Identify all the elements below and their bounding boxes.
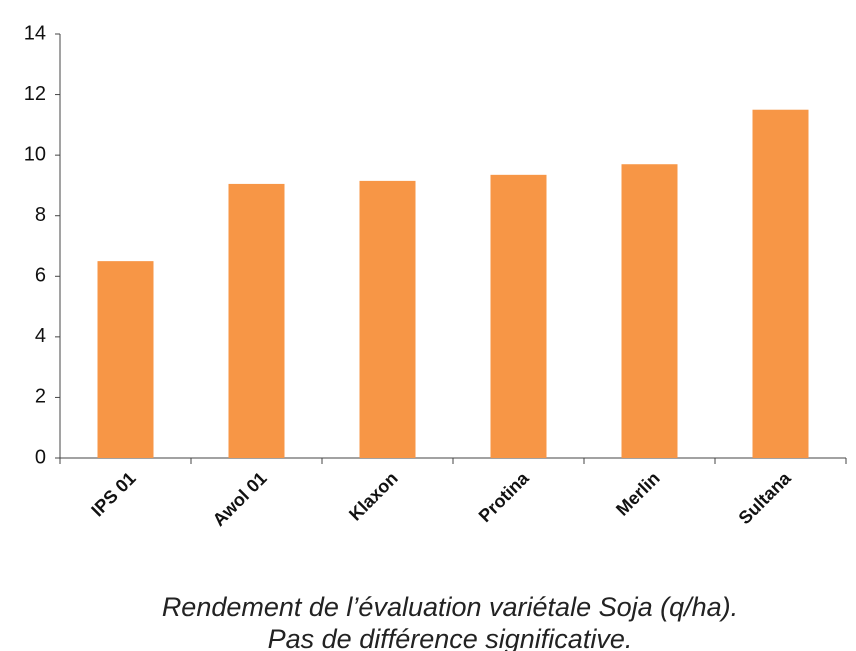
chart: Rendement de l’évaluation variétale Soja… [0,0,856,651]
bar [98,261,154,458]
x-tick-label: Sultana [735,467,796,528]
y-tick-label: 8 [35,204,46,226]
bar [622,164,678,458]
x-tick-label: Klaxon [345,468,402,525]
note: Pas de différence significative. [268,624,633,651]
x-tick-label: Protina [475,467,534,526]
y-tick-label: 10 [24,143,46,165]
y-tick-label: 4 [35,325,46,347]
bar [360,181,416,458]
bar [491,175,547,458]
y-tick-label: 6 [35,265,46,287]
x-tick-label: Merlin [612,468,664,520]
bar [753,110,809,458]
caption: Rendement de l’évaluation variétale Soja… [162,592,738,622]
y-tick-label: 2 [35,386,46,408]
y-tick-label: 14 [24,22,46,44]
x-tick-label: Awol 01 [209,468,271,530]
x-tick-label: IPS 01 [87,468,139,520]
y-tick-label: 0 [35,446,46,468]
bar [229,184,285,458]
y-tick-label: 12 [24,83,46,105]
